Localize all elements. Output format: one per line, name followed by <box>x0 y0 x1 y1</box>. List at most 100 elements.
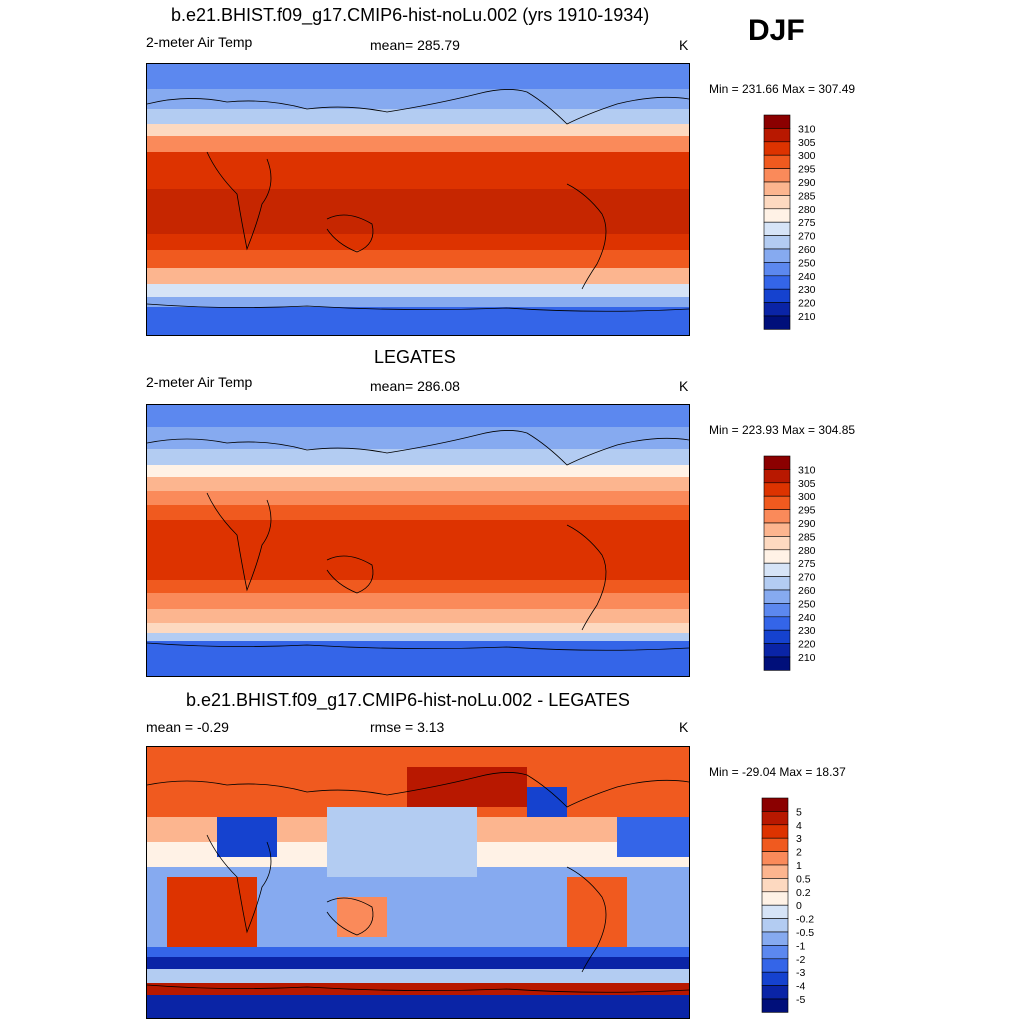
panel2-colorbar-tick: 300 <box>798 491 816 503</box>
panel1-colorbar-tick: 260 <box>798 244 816 256</box>
panel3-minmax: Min = -29.04 Max = 18.37 <box>709 765 846 779</box>
panel2-colorbar-tick: 240 <box>798 612 816 624</box>
panel1-colorbar-box <box>763 221 791 236</box>
panel2-map <box>146 404 690 677</box>
season-label: DJF <box>748 14 805 47</box>
panel3-colorbar-tick: 5 <box>796 806 802 818</box>
south-warm <box>147 250 689 270</box>
panel2-colorbar-box <box>763 616 791 631</box>
panel2-colorbar-tick: 230 <box>798 625 816 637</box>
panel2-colorbar-tick: 285 <box>798 531 816 543</box>
panel2-colorbar-box <box>763 469 791 484</box>
panel3-colorbar-tick: 2 <box>796 847 802 859</box>
panel2-colorbar-tick: 290 <box>798 518 816 530</box>
north-mild <box>147 124 689 139</box>
panel1-colorbar-tick: 295 <box>798 164 816 176</box>
panel2-colorbar-tick: 305 <box>798 478 816 490</box>
panel3-colorbar-tick: -3 <box>796 967 805 979</box>
panel2-colorbar-tick: 260 <box>798 585 816 597</box>
panel2-colorbar-box <box>763 576 791 591</box>
panel1-colorbar-box <box>763 114 791 129</box>
panel3-colorbar-tick: 4 <box>796 820 802 832</box>
panel2-colorbar-tick: 220 <box>798 639 816 651</box>
panel3-colorbar-box <box>761 891 789 906</box>
panel3-colorbar-tick: 1 <box>796 860 802 872</box>
panel3-colorbar-box <box>761 945 789 960</box>
panel3-colorbar-tick: -0.2 <box>796 914 814 926</box>
panel1-units-label: K <box>679 37 689 53</box>
panel2-colorbar-tick: 275 <box>798 558 816 570</box>
panel1-colorbar-tick: 300 <box>798 150 816 162</box>
panel3-colorbar-box <box>761 998 789 1013</box>
north-warm <box>147 136 689 154</box>
panel2-colorbar-box <box>763 455 791 470</box>
panel3-colorbar-tick: 0 <box>796 900 802 912</box>
panel2-colorbar-box <box>763 549 791 564</box>
panel2-units-label: K <box>679 378 689 394</box>
panel1-colorbar-box <box>763 168 791 183</box>
panel2-colorbar-box <box>763 562 791 577</box>
panel1-colorbar-box <box>763 288 791 303</box>
panel3-map <box>146 746 690 1019</box>
panel3-colorbar-tick: 0.5 <box>796 873 811 885</box>
panel3-colorbar-box <box>761 931 789 946</box>
panel1-colorbar-tick: 285 <box>798 190 816 202</box>
panel3-colorbar-box <box>761 837 789 852</box>
panel1-colorbar-tick: 240 <box>798 271 816 283</box>
panel3-colorbar-box <box>761 851 789 866</box>
panel1-colorbar-tick: 250 <box>798 257 816 269</box>
panel3-colorbar-box <box>761 797 789 812</box>
panel1-colorbar-box <box>763 302 791 317</box>
panel1-variable-label: 2-meter Air Temp <box>146 34 253 50</box>
panel1-map <box>146 63 690 336</box>
panel3-colorbar: 5 4 3 2 1 0.5 0.2 0 -0.2 -0.5 -1 -2 -3 -4 -5 <box>761 797 822 1013</box>
panel2-mean-label: mean= 286.08 <box>370 378 460 394</box>
panel3-colorbar-box <box>761 824 789 839</box>
panel2-colorbar-box <box>763 589 791 604</box>
panel1-colorbar-box <box>763 248 791 263</box>
panel2-title: LEGATES <box>374 347 456 367</box>
tropics-core <box>147 189 689 234</box>
panel3-colorbar-tick: 3 <box>796 833 802 845</box>
south-cold <box>147 297 689 309</box>
panel1-colorbar-tick: 210 <box>798 311 816 323</box>
panel3-units-label: K <box>679 719 689 735</box>
panel1-colorbar-box <box>763 154 791 169</box>
panel1-title: b.e21.BHIST.f09_g17.CMIP6-hist-noLu.002 … <box>171 5 650 25</box>
panel1-colorbar-box <box>763 262 791 277</box>
panel1-colorbar-box <box>763 128 791 143</box>
panel2-colorbar-box <box>763 643 791 658</box>
panel3-title: b.e21.BHIST.f09_g17.CMIP6-hist-noLu.002 … <box>186 690 630 710</box>
panel2-colorbar-box <box>763 509 791 524</box>
panel1-mean-label: mean= 285.79 <box>370 37 460 53</box>
panel1-colorbar-tick: 275 <box>798 217 816 229</box>
panel3-colorbar-tick: -5 <box>796 994 805 1006</box>
panel2-colorbar-box <box>763 629 791 644</box>
panel2-colorbar-box <box>763 603 791 618</box>
panel2-colorbar-box <box>763 656 791 671</box>
panel2-minmax: Min = 223.93 Max = 304.85 <box>709 423 856 437</box>
panel1-colorbar-box <box>763 208 791 223</box>
panel1-colorbar: 310 305 300 295 290 285 280 275 270 260 250 240 230 2… <box>763 114 824 330</box>
panel3-colorbar-box <box>761 971 789 986</box>
south-cool <box>147 284 689 299</box>
panel3-colorbar-box <box>761 904 789 919</box>
panel2-colorbar-tick: 250 <box>798 598 816 610</box>
panel2-colorbar-tick: 270 <box>798 572 816 584</box>
panel1-colorbar-tick: 305 <box>798 137 816 149</box>
panel1-minmax: Min = 231.66 Max = 307.49 <box>709 82 856 96</box>
panel2-colorbar-box <box>763 482 791 497</box>
panel1-colorbar-box <box>763 315 791 330</box>
panel3-colorbar-tick: -0.5 <box>796 927 814 939</box>
panel3-colorbar-tick: 0.2 <box>796 887 811 899</box>
panel1-colorbar-tick: 220 <box>798 298 816 310</box>
panel3-colorbar-tick: -4 <box>796 981 805 993</box>
panel1-colorbar-tick: 230 <box>798 284 816 296</box>
panel3-rmse-label: rmse = 3.13 <box>370 719 445 735</box>
panel2-colorbar-box <box>763 495 791 510</box>
panel3-colorbar-box <box>761 985 789 1000</box>
panel1-colorbar-box <box>763 275 791 290</box>
panel3-colorbar-box <box>761 958 789 973</box>
panel1-colorbar-tick: 280 <box>798 204 816 216</box>
panel3-colorbar-box <box>761 878 789 893</box>
